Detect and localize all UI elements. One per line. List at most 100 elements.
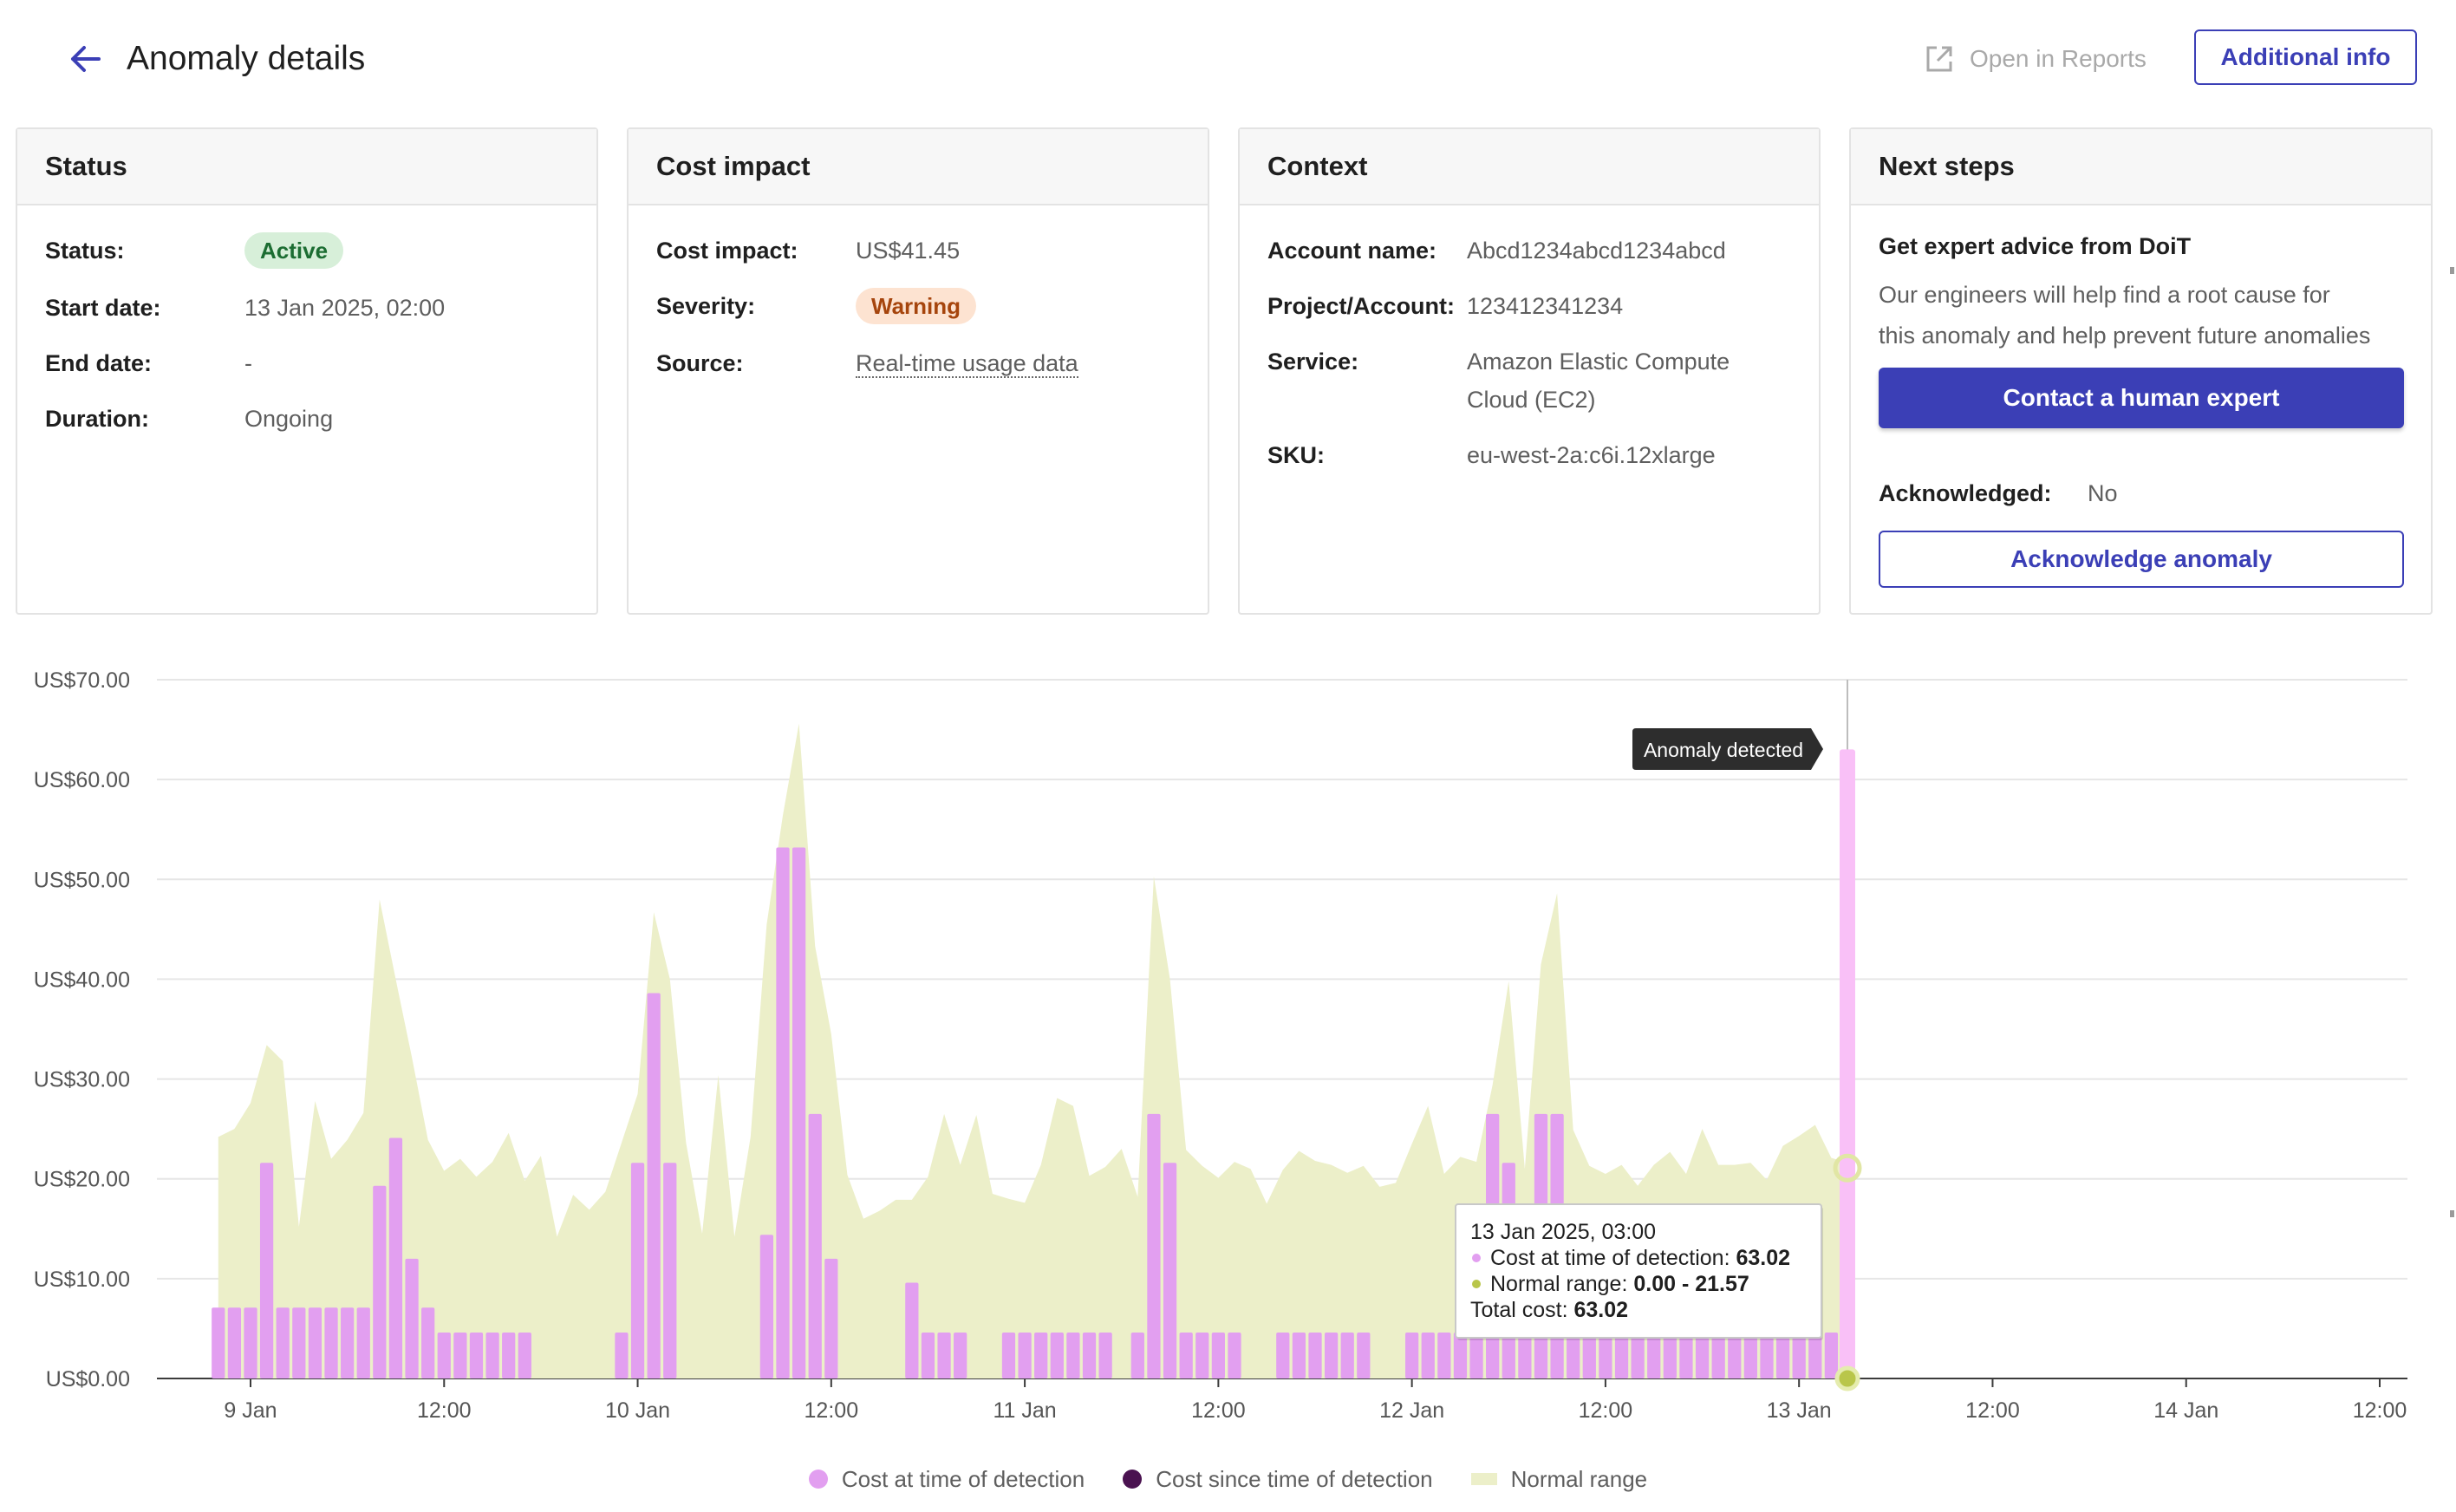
account-name-value: Abcd1234abcd1234abcd (1467, 238, 1726, 264)
cost-bar (792, 847, 806, 1378)
end-date-label: End date: (45, 350, 153, 376)
project-account-label: Project/Account: (1267, 293, 1456, 319)
service-label: Service: (1267, 349, 1359, 375)
acknowledge-anomaly-button[interactable]: Acknowledge anomaly (1879, 531, 2404, 588)
cost-bar (1711, 1333, 1725, 1378)
cost-bar (1066, 1333, 1080, 1378)
cost-bar (1775, 1333, 1790, 1378)
legend-label-since: Cost since time of detection (1156, 1465, 1433, 1492)
severity-row: Severity: Warning (656, 287, 977, 325)
cost-bar (1582, 1333, 1596, 1378)
tooltip-total-line: Total cost: 63.02 (1470, 1298, 1628, 1322)
start-date-value: 13 Jan 2025, 02:00 (244, 295, 446, 321)
additional-info-button[interactable]: Additional info (2194, 29, 2417, 85)
legend-cost-at-detection[interactable]: Cost at time of detection (808, 1465, 1085, 1493)
cost-bar (1792, 1333, 1806, 1378)
cost-bar (373, 1185, 387, 1378)
cost-bar (292, 1307, 306, 1378)
status-badge: Active (244, 232, 344, 269)
x-tick-label: 12:00 (1579, 1398, 1633, 1423)
page-title: Anomaly details (127, 40, 366, 77)
acknowledged-label: Acknowledged: (1879, 480, 2052, 506)
expert-advice-title: Get expert advice from DoiT (1879, 233, 2192, 259)
y-tick-label: US$10.00 (34, 1268, 130, 1292)
legend-swatch-since (1123, 1470, 1143, 1489)
cost-bar (1357, 1333, 1371, 1378)
cost-bar (341, 1307, 355, 1378)
x-tick-label: 10 Jan (605, 1398, 670, 1423)
sku-label: SKU: (1267, 442, 1325, 468)
cost-bar (1001, 1333, 1016, 1378)
cost-bar (421, 1307, 435, 1378)
cost-bar (937, 1333, 951, 1378)
cost-bar (405, 1258, 419, 1378)
cost-bar (1469, 1333, 1483, 1378)
x-tick-label: 14 Jan (2153, 1398, 2218, 1423)
cost-bar (1163, 1163, 1177, 1378)
back-button[interactable] (61, 35, 109, 83)
duration-value: Ongoing (244, 406, 334, 432)
x-tick-label: 12:00 (1191, 1398, 1246, 1423)
source-row: Source: Real-time usage data (656, 344, 1078, 382)
tooltip-range-line: Normal range: 0.00 - 21.57 (1490, 1272, 1749, 1296)
cost-bar (1760, 1333, 1774, 1378)
contact-expert-button[interactable]: Contact a human expert (1879, 368, 2404, 428)
project-account-value: 123412341234 (1467, 293, 1624, 319)
tooltip-cost-line: Cost at time of detection: 63.02 (1490, 1246, 1790, 1270)
cost-bar (502, 1333, 516, 1378)
cost-bar (1614, 1333, 1629, 1378)
account-name-label: Account name: (1267, 238, 1437, 264)
expert-advice-line-1: Our engineers will help find a root caus… (1879, 282, 2330, 308)
cost-bar (1098, 1333, 1112, 1378)
open-in-reports-link[interactable]: Open in Reports (1925, 36, 2147, 81)
cost-bar (905, 1282, 919, 1378)
next-steps-card: Next steps Get expert advice from DoiT O… (1849, 127, 2433, 615)
status-label: Status: (45, 238, 125, 264)
y-tick-label: US$60.00 (34, 768, 130, 792)
normal-range-marker (1833, 1153, 1862, 1183)
legend-label-cost: Cost at time of detection (841, 1465, 1085, 1492)
open-in-reports-label: Open in Reports (1970, 45, 2147, 72)
cost-bar (1808, 1333, 1822, 1378)
cost-bar (212, 1307, 225, 1378)
cost-bar (1211, 1333, 1225, 1378)
x-tick-label: 12:00 (2353, 1398, 2407, 1423)
y-tick-label: US$70.00 (34, 668, 130, 693)
cost-bar (1567, 1333, 1580, 1378)
cost-bar (453, 1333, 467, 1378)
cost-bar (244, 1307, 257, 1378)
context-card-title: Context (1240, 129, 1819, 205)
cost-bar (1050, 1333, 1064, 1378)
x-tick-label: 12:00 (805, 1398, 859, 1423)
project-row: Project/Account: 123412341234 (1267, 287, 1623, 325)
cost-bar (1743, 1333, 1757, 1378)
cost-bar (1679, 1333, 1693, 1378)
cost-bar (647, 993, 661, 1378)
cost-bar (630, 1163, 645, 1378)
context-card: Context Account name: Abcd1234abcd1234ab… (1238, 127, 1821, 615)
cost-bar (954, 1333, 967, 1378)
cost-bar (356, 1307, 370, 1378)
cost-bar (259, 1163, 274, 1378)
cost-bar (227, 1307, 242, 1378)
cost-bar (469, 1333, 484, 1378)
cost-bar (1518, 1333, 1532, 1378)
account-row: Account name: Abcd1234abcd1234abcd (1267, 231, 1726, 270)
cost-bar (1324, 1333, 1339, 1378)
cost-bar (1405, 1333, 1419, 1378)
service-row: Service: Amazon Elastic Compute (1267, 342, 1730, 381)
cost-impact-value: US$41.45 (856, 238, 961, 264)
scrollbar-mark (2450, 267, 2454, 274)
cost-bar (759, 1235, 774, 1378)
cost-bar (808, 1113, 822, 1378)
cost-bar (308, 1307, 322, 1378)
cost-impact-card: Cost impact Cost impact: US$41.45 Severi… (627, 127, 1209, 615)
cost-bar (776, 847, 790, 1378)
legend-swatch-cost (808, 1470, 828, 1489)
cost-impact-label: Cost impact: (656, 238, 798, 264)
legend-normal-range[interactable]: Normal range (1470, 1466, 1647, 1493)
cost-bar (1453, 1333, 1468, 1378)
legend-cost-since-detection[interactable]: Cost since time of detection (1123, 1465, 1433, 1493)
status-value-wrap: Active (244, 231, 344, 270)
source-link[interactable]: Real-time usage data (856, 350, 1078, 378)
